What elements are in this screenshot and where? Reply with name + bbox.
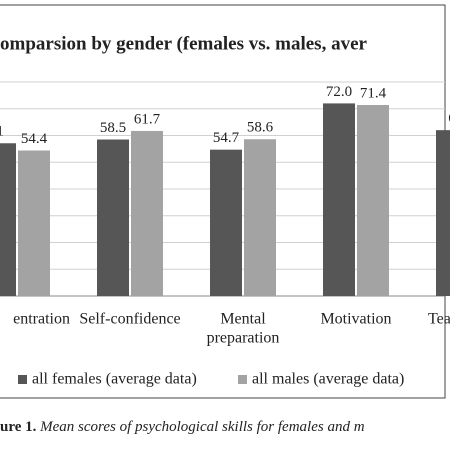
- bar: [97, 139, 129, 296]
- bar: [131, 130, 163, 296]
- value-label: 1: [0, 124, 4, 140]
- value-label: 71.4: [360, 85, 387, 101]
- caption-text: Mean scores of psychological skills for …: [39, 419, 365, 435]
- x-tick-label: Tea: [428, 311, 450, 328]
- value-label: 58.5: [100, 120, 126, 136]
- chart-title: omparsion by gender (females vs. males, …: [0, 33, 368, 54]
- figure-caption: ure 1. Mean scores of psychological skil…: [0, 419, 365, 435]
- value-label: 54.4: [21, 131, 48, 147]
- legend-swatch: [18, 375, 27, 384]
- bar: [18, 150, 50, 296]
- value-label: 6: [448, 111, 450, 127]
- bar: [0, 143, 16, 296]
- x-tick-label: preparation: [207, 330, 280, 347]
- value-label: 58.6: [247, 120, 274, 136]
- legend-swatch: [238, 375, 247, 384]
- value-label: 72.0: [326, 84, 352, 100]
- x-tick-label: Mental: [220, 311, 266, 328]
- bar: [357, 105, 389, 296]
- value-label: 54.7: [213, 130, 240, 146]
- value-label: 61.7: [134, 111, 161, 127]
- x-tick-label: Motivation: [320, 311, 391, 328]
- caption-label: ure 1.: [0, 419, 37, 435]
- x-tick-label: entration: [13, 311, 70, 328]
- bar: [323, 103, 355, 297]
- legend-label: all males (average data): [252, 371, 404, 388]
- bar: [436, 130, 450, 296]
- legend-label: all females (average data): [32, 371, 197, 388]
- x-tick-label: Self-confidence: [79, 311, 180, 328]
- bar: [244, 139, 276, 296]
- bar: [210, 149, 242, 296]
